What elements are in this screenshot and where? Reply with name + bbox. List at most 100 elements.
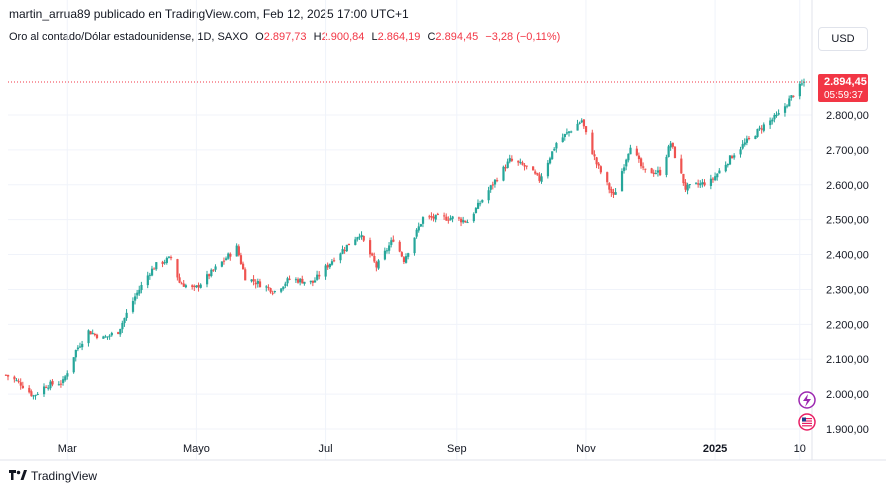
candle-body: [280, 288, 283, 292]
candle-body: [358, 236, 361, 238]
candle-body: [650, 168, 653, 174]
x-tick-label: Mayo: [183, 443, 210, 455]
candle-body: [457, 217, 461, 219]
candle-body: [163, 262, 166, 264]
candle-body: [235, 245, 238, 257]
candle-body: [138, 289, 141, 294]
candle-body: [508, 158, 511, 162]
candle-body: [47, 387, 50, 389]
candle-body: [140, 284, 143, 291]
currency-button[interactable]: USD: [818, 27, 868, 51]
us-flag-stripe: [802, 425, 812, 427]
candle-body: [695, 182, 698, 184]
candle-body: [464, 220, 467, 223]
us-flag-icon: [798, 413, 816, 431]
candle-body: [800, 83, 804, 85]
candle-body: [474, 207, 478, 213]
candle-body: [578, 122, 581, 124]
candle-body: [606, 172, 609, 183]
high-label: H: [313, 31, 322, 43]
candle-body: [222, 260, 226, 262]
candle-body: [419, 224, 423, 227]
footer-brand[interactable]: TradingView: [9, 469, 97, 483]
time-axis: Mar Mayo Jul Sep Nov 2025 10: [0, 443, 886, 461]
candle-body: [502, 166, 505, 181]
candle-body: [301, 278, 304, 284]
candle-body: [476, 202, 480, 209]
candle-body: [561, 137, 564, 143]
candle-body: [762, 124, 765, 131]
candle-body: [28, 387, 31, 393]
candle-body: [792, 95, 795, 97]
candle-body: [625, 159, 628, 167]
candle-body: [688, 184, 691, 186]
candle-body: [644, 168, 647, 170]
candle-body: [637, 155, 641, 160]
candle-body: [34, 395, 37, 397]
candle-body: [612, 192, 615, 195]
candle-body: [709, 178, 713, 186]
candle-body: [726, 164, 729, 166]
candle-body: [131, 301, 135, 312]
candle-body: [786, 105, 789, 107]
candle-body: [421, 217, 425, 224]
bar-countdown: 05:59:37: [824, 90, 863, 101]
candle-body: [758, 127, 761, 129]
candle-body: [724, 164, 727, 172]
candle-body: [669, 143, 672, 148]
candle-body: [743, 142, 746, 145]
candle-body: [686, 184, 689, 191]
candle-body: [299, 278, 302, 283]
candle-body: [72, 357, 75, 373]
candle-body: [383, 250, 387, 260]
candle-body: [258, 281, 262, 288]
candle-body: [244, 269, 247, 281]
candle-body: [673, 146, 677, 159]
y-tick-label: 2.700,00: [826, 145, 869, 157]
candle-body: [360, 234, 363, 237]
candle-body: [447, 219, 450, 221]
last-price-tag: 2.894,45 05:59:37: [818, 74, 868, 103]
candle-body: [654, 173, 658, 175]
candle-body: [699, 183, 702, 186]
candle-body: [460, 218, 463, 223]
candle-body: [682, 173, 685, 184]
candle-body: [684, 182, 687, 190]
candle-body: [580, 120, 583, 123]
candle-body: [377, 260, 380, 269]
candle-body: [642, 166, 645, 168]
candle-body: [803, 81, 806, 83]
candle-body: [57, 384, 61, 386]
candle-body: [432, 216, 435, 219]
candle-body: [466, 222, 469, 224]
candle-body: [510, 158, 514, 161]
x-tick-label: Sep: [447, 443, 467, 455]
candle-body: [36, 394, 39, 396]
candle-body: [754, 136, 757, 139]
candle-body: [354, 239, 357, 245]
candle-body: [436, 213, 439, 215]
candle-body: [635, 148, 638, 156]
candle-body: [506, 161, 509, 168]
candle-body: [17, 380, 20, 382]
candle-body: [593, 154, 596, 157]
candle-body: [739, 149, 742, 155]
candle-body: [123, 318, 126, 324]
candle-body: [110, 332, 113, 336]
candle-body: [798, 83, 801, 97]
candle-body: [343, 250, 346, 252]
candle-body: [407, 253, 410, 257]
candle-body: [78, 346, 82, 348]
symbol-name[interactable]: Oro al contado/Dólar estadounidense, 1D,…: [9, 31, 249, 43]
candle-body: [134, 296, 137, 301]
y-tick-label: 2.800,00: [826, 110, 869, 122]
candle-body: [714, 176, 717, 181]
candle-body: [449, 218, 452, 221]
x-tick-label: Nov: [576, 443, 596, 455]
candle-body: [30, 391, 33, 396]
candle-body: [212, 269, 215, 271]
candle-body: [481, 200, 484, 203]
x-tick-label: 2025: [703, 443, 727, 455]
candle-body: [66, 373, 69, 377]
